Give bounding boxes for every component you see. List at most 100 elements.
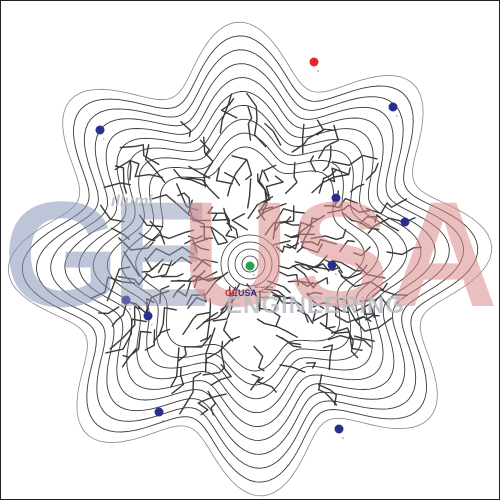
maze-wall xyxy=(211,213,231,228)
maze-wall xyxy=(322,145,332,172)
maze-wall xyxy=(149,194,188,214)
maze-wall xyxy=(159,285,170,304)
node-marker-6-label: 6 xyxy=(129,307,131,311)
maze-wall xyxy=(353,246,371,257)
maze-wall xyxy=(114,165,127,194)
maze-ring xyxy=(78,91,422,427)
maze-wall xyxy=(322,344,334,371)
maze-wall xyxy=(301,123,305,154)
maze-wall xyxy=(192,258,218,272)
watermark-brand-mid: E xyxy=(111,170,211,338)
maze-wall xyxy=(328,167,351,183)
maze-wall xyxy=(118,273,149,286)
maze-wall xyxy=(245,159,253,181)
maze-wall xyxy=(265,175,284,197)
goal-marker[interactable] xyxy=(245,261,255,271)
maze-wall xyxy=(99,204,125,223)
maze-wall xyxy=(264,216,292,236)
node-marker-9[interactable] xyxy=(334,424,344,434)
maze-wall xyxy=(128,159,163,179)
start-marker[interactable] xyxy=(309,57,319,67)
maze-wall xyxy=(247,106,253,141)
maze-wall xyxy=(152,328,171,343)
maze-wall xyxy=(306,362,317,369)
maze-wall xyxy=(335,304,372,324)
maze-wall xyxy=(296,243,323,254)
maze-wall xyxy=(122,347,137,358)
maze-wall xyxy=(200,298,212,342)
node-marker-5-label: 5 xyxy=(335,272,337,276)
maze-wall xyxy=(301,217,319,248)
maze-wall xyxy=(231,213,248,231)
node-marker-8[interactable] xyxy=(154,407,164,417)
node-marker-7[interactable] xyxy=(143,311,153,321)
maze-wall xyxy=(290,221,315,239)
maze-wall xyxy=(187,292,207,309)
maze-wall xyxy=(373,295,390,309)
maze-ring xyxy=(21,35,479,483)
node-marker-2[interactable] xyxy=(388,102,398,112)
maze-wall xyxy=(98,306,120,315)
maze-wall xyxy=(270,291,294,300)
maze-wall xyxy=(119,144,160,166)
maze-wall xyxy=(209,226,228,246)
maze-wall xyxy=(262,164,277,182)
maze-wall xyxy=(339,298,365,322)
maze-wall xyxy=(316,128,337,136)
legend-line-1: 22 Leaf Mono xyxy=(254,285,274,289)
start-marker-label: S xyxy=(317,69,319,73)
maze-wall xyxy=(292,264,319,289)
maze-wall xyxy=(210,364,232,386)
maze-wall xyxy=(247,196,274,219)
maze-wall xyxy=(256,202,287,219)
maze-wall xyxy=(223,171,241,187)
node-marker-9-label: 9 xyxy=(342,436,344,440)
node-marker-1-label: 1 xyxy=(103,137,105,141)
maze-wall xyxy=(297,309,314,325)
maze-wall xyxy=(258,169,267,212)
maze-wall xyxy=(171,256,193,266)
maze-wall xyxy=(90,276,136,300)
goal-marker-label: C xyxy=(253,273,256,277)
center-legend: 22 Leaf Mono Pattern Layout xyxy=(253,285,275,300)
node-marker-6[interactable] xyxy=(121,295,131,305)
center-ring xyxy=(241,255,259,273)
maze-wall xyxy=(178,334,212,362)
maze-wall xyxy=(220,98,238,119)
node-marker-5[interactable] xyxy=(327,260,337,270)
maze-wall xyxy=(354,303,376,319)
maze-ring xyxy=(64,77,436,441)
maze-wall xyxy=(314,266,341,271)
maze-ring xyxy=(121,132,379,386)
center-ring xyxy=(227,241,273,287)
maze-wall xyxy=(114,159,132,181)
maze-wall xyxy=(172,283,186,298)
maze-wall xyxy=(340,275,388,291)
maze-wall xyxy=(191,238,208,245)
maze-wall xyxy=(331,259,364,272)
maze-wall xyxy=(123,251,140,277)
node-marker-4[interactable] xyxy=(400,217,410,227)
watermark-tagline: ENGINEERING xyxy=(226,292,405,319)
maze-wall xyxy=(285,222,300,226)
maze-wall xyxy=(138,214,164,228)
maze-wall xyxy=(247,178,252,209)
maze-wall xyxy=(179,372,202,415)
node-marker-4-label: 4 xyxy=(408,229,410,233)
maze-wall xyxy=(199,225,228,242)
maze-wall xyxy=(187,235,203,240)
maze-wall xyxy=(111,227,130,240)
maze-wall xyxy=(103,182,131,188)
maze-wall xyxy=(359,215,381,225)
maze-wall xyxy=(272,208,306,240)
legend-line-2: Pattern xyxy=(259,290,269,294)
maze-wall xyxy=(363,306,374,316)
maze-wall xyxy=(318,384,337,406)
node-marker-3[interactable] xyxy=(331,193,341,203)
node-marker-1[interactable] xyxy=(95,125,105,135)
maze-wall xyxy=(257,206,274,221)
maze-wall xyxy=(171,366,185,395)
maze-wall xyxy=(318,124,339,159)
maze-wall xyxy=(145,144,166,183)
